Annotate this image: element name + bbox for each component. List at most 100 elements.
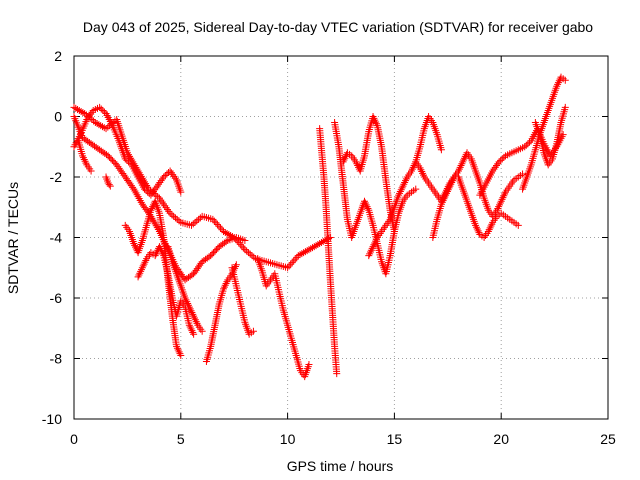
data-point	[70, 103, 78, 111]
y-axis-label: SDTVAR / TECUs	[5, 182, 21, 294]
x-tick-label: 10	[280, 431, 296, 447]
interpolated-points	[80, 135, 93, 147]
data-point	[365, 252, 373, 260]
data-point	[87, 167, 95, 175]
data-point	[198, 327, 206, 335]
interpolated-points	[459, 187, 470, 203]
interpolated-points	[447, 175, 457, 188]
interpolated-points	[208, 244, 222, 258]
interpolated-points	[374, 124, 385, 149]
interpolated-points	[91, 104, 101, 113]
interpolated-points	[536, 133, 547, 155]
data-point	[333, 370, 341, 378]
interpolated-points	[237, 302, 248, 324]
data-point	[241, 237, 249, 245]
interpolated-points	[200, 213, 215, 223]
series-sat-a	[70, 103, 334, 272]
data-point	[249, 327, 257, 335]
interpolated-points	[477, 181, 489, 197]
interpolated-points	[387, 205, 398, 221]
interpolated-points	[268, 272, 277, 282]
y-tick-label: 0	[54, 109, 62, 125]
interpolated-points	[483, 169, 496, 185]
interpolated-points	[532, 121, 543, 137]
data-point	[553, 82, 561, 90]
interpolated-points	[156, 244, 167, 258]
interpolated-points	[165, 245, 176, 264]
interpolated-points	[189, 214, 204, 228]
data-point	[489, 167, 497, 175]
interpolated-points	[485, 220, 496, 234]
interpolated-points	[494, 199, 504, 212]
data-point	[241, 246, 249, 254]
interpolated-points	[349, 154, 359, 164]
data-point	[369, 243, 377, 251]
data-point	[442, 191, 450, 199]
data-point	[472, 221, 480, 229]
interpolated-points	[106, 153, 119, 167]
data-point	[185, 321, 193, 329]
interpolated-points	[164, 278, 176, 318]
interpolated-points	[182, 305, 193, 327]
interpolated-points	[490, 214, 500, 224]
interpolated-points	[114, 163, 128, 179]
series-sat-r	[454, 173, 522, 241]
y-tick-label: -2	[50, 169, 63, 185]
interpolated-points	[109, 124, 122, 143]
series-sat-p	[412, 113, 445, 166]
x-tick-label: 25	[600, 431, 616, 447]
interpolated-points	[77, 118, 90, 136]
interpolated-points	[498, 190, 509, 203]
interpolated-points	[276, 290, 287, 312]
interpolated-points	[331, 345, 341, 375]
interpolated-points	[301, 363, 312, 379]
interpolated-points	[254, 257, 265, 273]
data-point	[559, 131, 567, 139]
interpolated-points	[234, 234, 247, 244]
x-tick-label: 0	[70, 431, 78, 447]
data-point	[151, 252, 159, 260]
data-point	[437, 146, 445, 154]
interpolated-points	[139, 256, 150, 270]
y-tick-label: -10	[42, 411, 62, 427]
interpolated-points	[490, 160, 502, 173]
data-point	[284, 264, 292, 272]
series-sat-m	[331, 119, 420, 278]
interpolated-points	[89, 141, 102, 153]
interpolated-points	[123, 223, 132, 233]
data-point	[561, 103, 569, 111]
data-point	[166, 167, 174, 175]
interpolated-points	[430, 187, 440, 197]
series-sat-u	[531, 103, 569, 169]
data-point	[519, 170, 527, 178]
data-point	[138, 264, 146, 272]
data-point	[316, 240, 324, 248]
interpolated-points	[316, 127, 326, 155]
chart-title: Day 043 of 2025, Sidereal Day-to-day VTE…	[83, 19, 593, 35]
interpolated-points	[331, 121, 342, 149]
interpolated-points	[288, 339, 300, 357]
interpolated-points	[348, 223, 359, 239]
interpolated-points	[142, 187, 153, 198]
interpolated-points	[504, 150, 514, 159]
interpolated-points	[412, 145, 423, 164]
interpolated-points	[275, 261, 289, 271]
y-tick-label: -4	[50, 230, 63, 246]
interpolated-points	[122, 175, 137, 191]
data-point	[232, 261, 240, 269]
interpolated-points	[434, 133, 445, 152]
series-sat-i	[202, 261, 240, 366]
data-point	[412, 185, 420, 193]
interpolated-points	[546, 157, 555, 167]
interpolated-points	[430, 121, 440, 137]
interpolated-points	[103, 175, 111, 185]
interpolated-points	[129, 163, 141, 179]
data-point	[416, 164, 424, 172]
interpolated-points	[233, 284, 244, 306]
interpolated-points	[329, 311, 338, 348]
data-point	[561, 76, 569, 84]
interpolated-points	[131, 187, 145, 206]
interpolated-points	[182, 296, 192, 309]
data-point	[91, 119, 99, 127]
interpolated-points	[361, 130, 372, 158]
